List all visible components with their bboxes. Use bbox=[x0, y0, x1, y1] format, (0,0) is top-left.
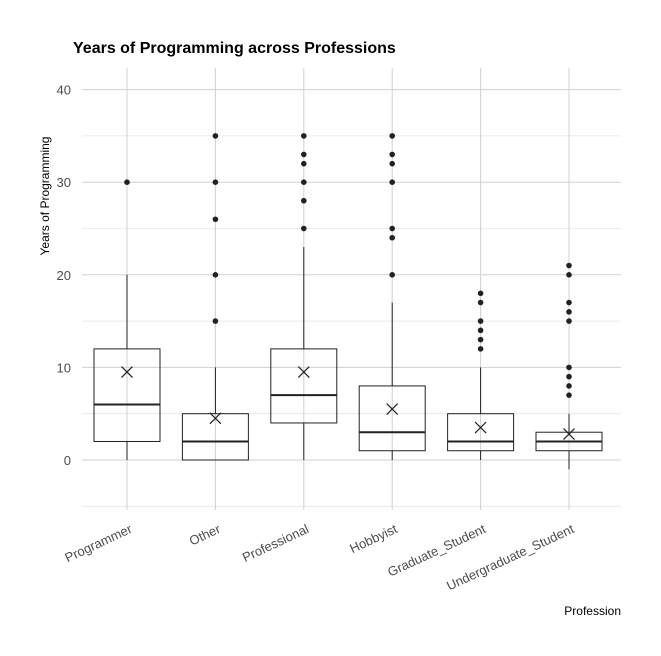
outlier-point bbox=[566, 392, 572, 398]
y-axis-ticks: 0 10 20 30 40 bbox=[57, 83, 71, 468]
outlier-point bbox=[212, 272, 219, 278]
outlier-point bbox=[566, 373, 572, 380]
outlier-point bbox=[477, 318, 484, 324]
outlier-point bbox=[301, 197, 307, 204]
outlier-point bbox=[566, 272, 572, 278]
y-tick-label: 30 bbox=[57, 175, 71, 190]
outlier-point bbox=[212, 179, 219, 185]
box-group bbox=[93, 179, 161, 460]
outlier-point bbox=[389, 160, 396, 167]
outlier-point bbox=[212, 133, 219, 139]
mean-marker bbox=[209, 412, 222, 425]
y-tick-label: 0 bbox=[64, 453, 71, 468]
mean-marker bbox=[386, 403, 399, 415]
mean-marker bbox=[563, 428, 575, 440]
outlier-point bbox=[566, 262, 572, 269]
box-group bbox=[270, 133, 338, 460]
outlier-point bbox=[566, 383, 572, 389]
x-axis-title: Profession bbox=[564, 604, 621, 618]
outlier-point bbox=[389, 234, 396, 241]
outlier-point bbox=[566, 299, 572, 306]
outlier-point bbox=[477, 290, 484, 297]
y-tick-label: 40 bbox=[57, 83, 71, 98]
outlier-point bbox=[389, 179, 396, 185]
x-tick-label: Programmer bbox=[62, 521, 134, 565]
outlier-point bbox=[301, 133, 307, 139]
mean-marker bbox=[121, 366, 133, 378]
outlier-point bbox=[566, 364, 572, 371]
outlier-point bbox=[566, 309, 572, 315]
outlier-point bbox=[124, 179, 130, 185]
x-tick-label: Professional bbox=[240, 521, 311, 565]
box-iqr bbox=[358, 385, 426, 452]
outlier-point bbox=[301, 179, 307, 185]
mean-marker bbox=[297, 366, 310, 378]
y-tick-label: 10 bbox=[57, 360, 71, 375]
outlier-point bbox=[212, 216, 219, 223]
outlier-point bbox=[389, 151, 396, 158]
outlier-point bbox=[389, 272, 396, 278]
box-iqr bbox=[447, 413, 515, 452]
outlier-point bbox=[566, 318, 572, 324]
box-group bbox=[447, 290, 515, 460]
box-iqr bbox=[181, 413, 249, 461]
outlier-point bbox=[301, 225, 307, 232]
outlier-point bbox=[389, 225, 396, 232]
boxes bbox=[93, 133, 603, 470]
x-tick-label: Other bbox=[187, 521, 223, 549]
outlier-point bbox=[477, 346, 484, 352]
outlier-point bbox=[477, 327, 484, 334]
box-group bbox=[535, 262, 603, 470]
y-tick-label: 20 bbox=[57, 268, 71, 283]
mean-marker bbox=[474, 421, 487, 434]
outlier-point bbox=[477, 336, 484, 343]
box-group bbox=[358, 133, 426, 460]
y-axis-title: Years of Programming bbox=[38, 137, 52, 256]
outlier-point bbox=[212, 318, 219, 324]
outlier-point bbox=[389, 133, 396, 139]
outlier-point bbox=[477, 299, 484, 306]
grid bbox=[82, 68, 621, 511]
box-iqr bbox=[93, 348, 161, 442]
box-group bbox=[181, 133, 249, 461]
x-axis-ticks: Programmer Other Professional HobbyistGradu… bbox=[62, 521, 576, 594]
chart-title: Years of Programming across Professions bbox=[73, 40, 396, 57]
box-iqr bbox=[270, 348, 338, 424]
outlier-point bbox=[301, 160, 307, 167]
x-tick-label: Hobbyist bbox=[347, 521, 400, 556]
outlier-point bbox=[301, 151, 307, 158]
